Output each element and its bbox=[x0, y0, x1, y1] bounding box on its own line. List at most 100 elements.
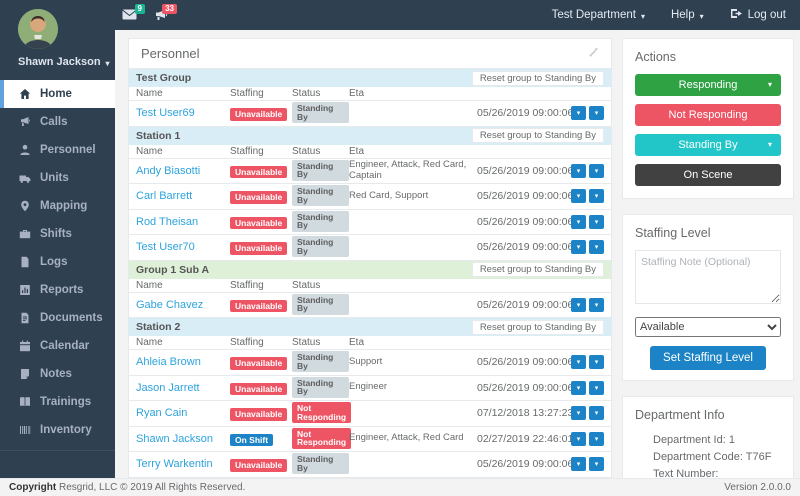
reset-group-button[interactable]: Reset group to Standing By bbox=[471, 319, 604, 335]
staffing-dropdown-button[interactable]: ▾ bbox=[571, 163, 586, 178]
staffing-badge: Unavailable bbox=[230, 191, 288, 204]
sidebar-item-inventory[interactable]: Inventory bbox=[0, 416, 115, 444]
sidebar-item-trainings[interactable]: Trainings bbox=[0, 388, 115, 416]
status-dropdown-button[interactable]: ▾ bbox=[589, 163, 604, 178]
not-responding-button[interactable]: Not Responding bbox=[635, 104, 781, 126]
sidebar-item-units[interactable]: Units bbox=[0, 164, 115, 192]
reset-group-button[interactable]: Reset group to Standing By bbox=[471, 70, 604, 86]
column-header: Eta bbox=[349, 88, 365, 99]
footer: Copyright Resgrid, LLC © 2019 All Rights… bbox=[0, 478, 800, 496]
calls-button[interactable]: 33 bbox=[154, 4, 177, 23]
staffing-dropdown-button[interactable]: ▾ bbox=[571, 297, 586, 312]
reset-group-button[interactable]: Reset group to Standing By bbox=[471, 128, 604, 143]
person-name-link[interactable]: Andy Biasotti bbox=[136, 164, 201, 177]
staffing-dropdown-button[interactable]: ▾ bbox=[571, 214, 586, 229]
sidebar-item-notes[interactable]: Notes bbox=[0, 360, 115, 388]
person-name-link[interactable]: Ryan Cain bbox=[136, 407, 188, 420]
responding-button[interactable]: Responding ▾ bbox=[635, 74, 781, 96]
person-name-link[interactable]: Shawn Jackson bbox=[136, 432, 214, 445]
status-dropdown-button[interactable]: ▾ bbox=[589, 240, 604, 255]
status-dropdown-button[interactable]: ▾ bbox=[589, 457, 604, 472]
sidebar-item-calendar[interactable]: Calendar bbox=[0, 332, 115, 360]
person-name-link[interactable]: Test User70 bbox=[136, 241, 195, 254]
personnel-groups: Test Group Reset group to Standing By Name… bbox=[129, 69, 611, 496]
sidebar-item-documents[interactable]: Documents bbox=[0, 304, 115, 332]
staffing-dropdown-button[interactable]: ▾ bbox=[571, 457, 586, 472]
sidebar-item-mapping[interactable]: Mapping bbox=[0, 192, 115, 220]
staffing-dropdown-button[interactable]: ▾ bbox=[571, 380, 586, 395]
group-header: Group 1 Sub A Reset group to Standing By bbox=[129, 260, 611, 279]
staffing-dropdown-button[interactable]: ▾ bbox=[571, 406, 586, 421]
barcode-icon bbox=[19, 424, 31, 436]
sidebar-item-label: Home bbox=[40, 88, 72, 100]
sidebar-item-label: Logs bbox=[40, 256, 68, 268]
status-timestamp: 05/26/2019 09:00:06 bbox=[477, 107, 574, 120]
person-name-link[interactable]: Jason Jarrett bbox=[136, 381, 200, 394]
status-dropdown-button[interactable]: ▾ bbox=[589, 189, 604, 204]
staffing-note-input[interactable] bbox=[635, 250, 781, 304]
status-dropdown-button[interactable]: ▾ bbox=[589, 355, 604, 370]
sidebar-item-calls[interactable]: Calls bbox=[0, 108, 115, 136]
notification-icons: 9 33 bbox=[122, 4, 177, 23]
staffing-badge: Unavailable bbox=[230, 299, 288, 313]
profile-menu[interactable]: Shawn Jackson ▾ bbox=[18, 56, 115, 68]
briefcase-icon bbox=[19, 228, 31, 240]
status-dropdown-button[interactable]: ▾ bbox=[589, 406, 604, 421]
person-name-link[interactable]: Ahleia Brown bbox=[136, 356, 201, 369]
row-actions: ▾ ▾ bbox=[569, 240, 604, 255]
messages-button[interactable]: 9 bbox=[122, 4, 145, 23]
sidebar-item-logs[interactable]: Logs bbox=[0, 248, 115, 276]
person-name-link[interactable]: Terry Warkentin bbox=[136, 458, 213, 471]
staffing-badge: Unavailable bbox=[230, 459, 288, 472]
person-name-link[interactable]: Rod Theisan bbox=[136, 215, 199, 228]
reset-group-button[interactable]: Reset group to Standing By bbox=[471, 262, 604, 277]
sidebar-item-home[interactable]: Home bbox=[0, 80, 115, 108]
sidebar-item-personnel[interactable]: Personnel bbox=[0, 136, 115, 164]
status-dropdown-button[interactable]: ▾ bbox=[589, 106, 604, 121]
personnel-row: Rod Theisan Unavailable Standing By 05/26/2… bbox=[129, 210, 611, 235]
personnel-row: Ryan Cain Unavailable Not Responding 07/12/… bbox=[129, 401, 611, 427]
row-actions: ▾ ▾ bbox=[569, 431, 604, 446]
on-scene-button[interactable]: On Scene bbox=[635, 164, 781, 186]
person-name-link[interactable]: Gabe Chavez bbox=[136, 298, 204, 311]
standing-by-button[interactable]: Standing By ▾ bbox=[635, 134, 781, 156]
department-menu-label: Test Department bbox=[551, 9, 636, 21]
person-name-link[interactable]: Test User69 bbox=[136, 107, 195, 120]
status-badge: Standing By bbox=[292, 376, 349, 398]
roles-cell: Engineer, Attack, Red Card, Captain bbox=[349, 158, 467, 181]
status-dropdown-button[interactable]: ▾ bbox=[589, 380, 604, 395]
sidebar-divider bbox=[0, 450, 115, 451]
truck-icon bbox=[19, 172, 31, 184]
sidebar-item-reports[interactable]: Reports bbox=[0, 276, 115, 304]
staffing-level-select[interactable]: Available bbox=[635, 317, 781, 337]
column-header-row: Name Staffing Status Eta bbox=[129, 145, 611, 159]
status-badge: Standing By bbox=[292, 185, 349, 206]
person-name-link[interactable]: Carl Barrett bbox=[136, 190, 193, 203]
row-actions: ▾ ▾ bbox=[569, 106, 604, 121]
personnel-panel: Personnel Test Group Reset group to Stand… bbox=[128, 38, 612, 496]
logout-button[interactable]: Log out bbox=[730, 8, 786, 22]
status-dropdown-button[interactable]: ▾ bbox=[589, 431, 604, 446]
roles-cell: Support bbox=[349, 355, 383, 367]
status-dropdown-button[interactable]: ▾ bbox=[589, 214, 604, 229]
status-timestamp: 05/26/2019 09:00:06 bbox=[477, 458, 574, 471]
envelope-icon bbox=[122, 9, 138, 20]
staffing-dropdown-button[interactable]: ▾ bbox=[571, 355, 586, 370]
staffing-dropdown-button[interactable]: ▾ bbox=[571, 240, 586, 255]
staffing-dropdown-button[interactable]: ▾ bbox=[571, 189, 586, 204]
staffing-badge: Unavailable bbox=[230, 357, 288, 370]
help-menu[interactable]: Help ▾ bbox=[671, 9, 704, 21]
chevron-down-icon: ▾ bbox=[699, 11, 704, 21]
staffing-dropdown-button[interactable]: ▾ bbox=[571, 106, 586, 121]
status-badge: Standing By bbox=[292, 293, 349, 315]
column-header: Status bbox=[292, 279, 321, 291]
department-menu[interactable]: Test Department ▾ bbox=[552, 9, 645, 21]
staffing-dropdown-button[interactable]: ▾ bbox=[571, 431, 586, 446]
user-avatar[interactable] bbox=[18, 9, 58, 49]
wrench-icon[interactable] bbox=[588, 47, 599, 61]
set-staffing-level-button[interactable]: Set Staffing Level bbox=[650, 346, 766, 370]
personnel-row: Shawn Jackson On Shift Not Responding Engin… bbox=[129, 427, 611, 452]
status-dropdown-button[interactable]: ▾ bbox=[589, 297, 604, 312]
sidebar-item-shifts[interactable]: Shifts bbox=[0, 220, 115, 248]
staffing-cell: Unavailable bbox=[230, 213, 292, 231]
